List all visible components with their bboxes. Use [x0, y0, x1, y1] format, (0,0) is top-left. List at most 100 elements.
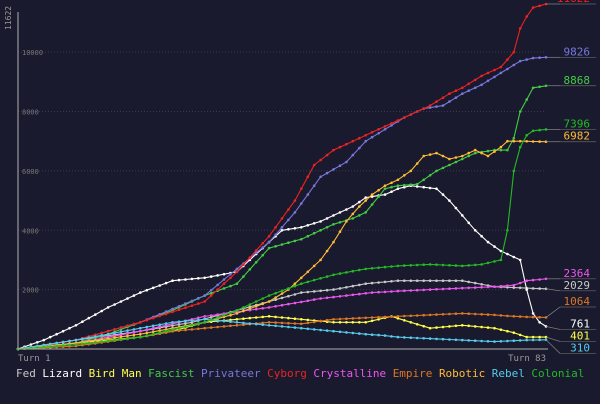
point-lizard — [113, 303, 116, 306]
point-rebel — [351, 331, 355, 335]
point-fed — [390, 280, 393, 283]
point-crystalline — [383, 290, 387, 294]
point-crystalline — [267, 306, 271, 309]
point-privateer — [184, 302, 187, 305]
point-privateer — [332, 168, 335, 171]
point-colonial — [94, 341, 97, 344]
point-bird-man — [300, 318, 303, 321]
point-colonial — [106, 339, 110, 343]
legend-item-cyborg: Cyborg — [267, 367, 307, 380]
point-robotic — [338, 230, 342, 233]
point-rebel — [454, 338, 458, 342]
point-rebel — [267, 324, 271, 327]
point-robotic — [332, 240, 335, 244]
line-bird-man — [17, 315, 546, 350]
point-empire — [480, 313, 483, 316]
point-lizard — [42, 338, 46, 342]
point-empire — [222, 325, 226, 328]
point-rebel — [461, 338, 464, 342]
point-lizard — [158, 284, 161, 287]
point-fed — [512, 286, 516, 289]
point-fed — [435, 279, 438, 283]
point-rebel — [338, 330, 342, 334]
point-lizard — [74, 324, 78, 327]
point-rebel — [531, 338, 535, 342]
point-robotic — [306, 270, 310, 274]
point-crystalline — [216, 313, 219, 316]
point-colonial — [48, 345, 52, 348]
point-robotic — [235, 312, 239, 315]
point-colonial — [448, 264, 451, 267]
point-rebel — [61, 340, 65, 344]
point-robotic — [403, 174, 406, 177]
point-cyborg — [100, 331, 103, 335]
point-cyborg — [473, 78, 477, 82]
point-rebel — [197, 318, 200, 322]
point-lizard — [48, 335, 52, 339]
point-crystalline — [506, 284, 509, 288]
point-rebel — [422, 337, 426, 340]
point-rebel — [229, 320, 232, 324]
point-fed — [383, 280, 387, 284]
point-bird-man — [267, 315, 271, 318]
point-crystalline — [435, 288, 438, 291]
legend-item-robotic: Robotic — [438, 367, 486, 380]
point-rebel — [428, 337, 432, 340]
point-colonial — [222, 313, 226, 317]
point-rebel — [377, 333, 380, 337]
point-robotic — [525, 140, 528, 143]
point-colonial — [203, 321, 206, 324]
point-robotic — [467, 151, 471, 155]
point-bird-man — [248, 316, 252, 320]
point-crystalline — [145, 328, 149, 332]
point-privateer — [222, 278, 226, 281]
point-lizard — [435, 187, 438, 190]
point-privateer — [370, 135, 374, 139]
point-colonial — [325, 275, 329, 278]
point-privateer — [441, 104, 445, 107]
point-colonial — [261, 297, 265, 300]
point-colonial — [338, 272, 342, 275]
point-robotic — [126, 334, 129, 338]
point-rebel — [396, 335, 400, 339]
point-privateer — [293, 211, 297, 214]
point-fascist — [358, 214, 361, 217]
point-bird-man — [422, 324, 426, 328]
point-bird-man — [518, 333, 522, 337]
point-crystalline — [390, 290, 393, 293]
point-fascist — [486, 149, 490, 153]
point-bird-man — [229, 318, 232, 322]
point-empire — [345, 317, 348, 321]
point-privateer — [467, 89, 471, 92]
point-robotic — [493, 150, 496, 153]
point-cyborg — [190, 304, 194, 308]
point-lizard — [100, 309, 103, 313]
point-colonial — [345, 271, 348, 274]
point-empire — [538, 316, 541, 319]
point-fascist — [319, 229, 322, 232]
point-rebel — [493, 340, 496, 343]
point-fascist — [274, 245, 277, 248]
point-lizard — [184, 278, 187, 281]
point-privateer — [345, 160, 348, 164]
point-fascist — [525, 98, 528, 101]
point-privateer — [300, 202, 303, 205]
y-tick-2000: 2000 — [22, 287, 39, 295]
point-cyborg — [209, 294, 213, 297]
point-colonial — [370, 267, 374, 270]
point-robotic — [293, 282, 297, 286]
point-lizard — [319, 220, 322, 223]
point-cyborg — [390, 122, 393, 125]
point-privateer — [493, 75, 496, 79]
series-robotic — [16, 139, 548, 351]
point-lizard — [164, 281, 168, 285]
point-colonial — [409, 264, 413, 267]
point-crystalline — [467, 286, 471, 290]
point-fascist — [300, 237, 303, 241]
point-rebel — [55, 341, 58, 345]
point-robotic — [261, 302, 265, 306]
point-crystalline — [132, 331, 136, 334]
point-privateer — [190, 299, 194, 303]
point-lizard — [428, 186, 432, 190]
